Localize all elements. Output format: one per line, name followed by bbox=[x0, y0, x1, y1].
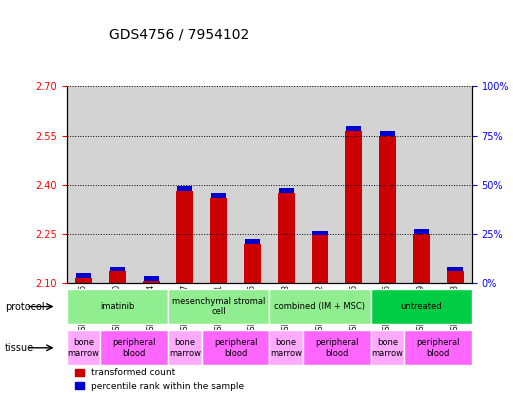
Text: bone
marrow: bone marrow bbox=[270, 338, 302, 358]
FancyBboxPatch shape bbox=[269, 289, 370, 324]
FancyBboxPatch shape bbox=[168, 330, 202, 365]
Bar bbox=[143, 281, 160, 283]
Bar bbox=[379, 136, 396, 283]
Text: GDS4756 / 7954102: GDS4756 / 7954102 bbox=[109, 28, 250, 42]
Bar bbox=[404, 86, 438, 283]
Bar bbox=[345, 131, 362, 283]
FancyBboxPatch shape bbox=[202, 330, 269, 365]
Bar bbox=[278, 193, 294, 283]
Bar bbox=[370, 86, 404, 283]
Bar bbox=[67, 86, 101, 283]
Bar bbox=[75, 278, 92, 283]
Bar bbox=[144, 276, 159, 281]
Text: imatinib: imatinib bbox=[100, 302, 134, 311]
Text: untreated: untreated bbox=[401, 302, 442, 311]
Bar bbox=[447, 272, 464, 283]
Bar bbox=[134, 86, 168, 283]
Bar bbox=[168, 86, 202, 283]
Text: combined (IM + MSC): combined (IM + MSC) bbox=[274, 302, 365, 311]
Bar bbox=[413, 234, 430, 283]
Legend: transformed count, percentile rank within the sample: transformed count, percentile rank withi… bbox=[71, 365, 248, 393]
Bar bbox=[176, 191, 193, 283]
Text: peripheral
blood: peripheral blood bbox=[315, 338, 359, 358]
Bar bbox=[447, 266, 463, 272]
Bar bbox=[269, 86, 303, 283]
Bar bbox=[245, 239, 260, 244]
Bar bbox=[380, 131, 395, 136]
Bar bbox=[312, 231, 328, 235]
Bar bbox=[413, 229, 429, 234]
Bar bbox=[210, 198, 227, 283]
FancyBboxPatch shape bbox=[168, 289, 269, 324]
Bar bbox=[303, 86, 337, 283]
Text: bone
marrow: bone marrow bbox=[169, 338, 201, 358]
Text: bone
marrow: bone marrow bbox=[371, 338, 404, 358]
FancyBboxPatch shape bbox=[67, 289, 168, 324]
Text: mesenchymal stromal
cell: mesenchymal stromal cell bbox=[172, 297, 265, 316]
FancyBboxPatch shape bbox=[370, 289, 472, 324]
Bar bbox=[346, 126, 361, 131]
Bar bbox=[279, 188, 294, 193]
Bar bbox=[101, 86, 134, 283]
Bar bbox=[311, 235, 328, 283]
FancyBboxPatch shape bbox=[404, 330, 472, 365]
FancyBboxPatch shape bbox=[67, 330, 101, 365]
Text: bone
marrow: bone marrow bbox=[68, 338, 100, 358]
Bar bbox=[76, 273, 91, 278]
Text: peripheral
blood: peripheral blood bbox=[112, 338, 156, 358]
Bar bbox=[337, 86, 370, 283]
Bar bbox=[202, 86, 235, 283]
FancyBboxPatch shape bbox=[101, 330, 168, 365]
Bar bbox=[235, 86, 269, 283]
Text: peripheral
blood: peripheral blood bbox=[214, 338, 258, 358]
Text: peripheral
blood: peripheral blood bbox=[417, 338, 460, 358]
Bar bbox=[211, 193, 226, 198]
Bar bbox=[109, 272, 126, 283]
Bar bbox=[438, 86, 472, 283]
FancyBboxPatch shape bbox=[370, 330, 404, 365]
FancyBboxPatch shape bbox=[269, 330, 303, 365]
FancyBboxPatch shape bbox=[303, 330, 370, 365]
Bar bbox=[244, 244, 261, 283]
Text: protocol: protocol bbox=[5, 301, 45, 312]
Bar bbox=[110, 266, 125, 272]
Bar bbox=[177, 186, 192, 191]
Text: tissue: tissue bbox=[5, 343, 34, 353]
